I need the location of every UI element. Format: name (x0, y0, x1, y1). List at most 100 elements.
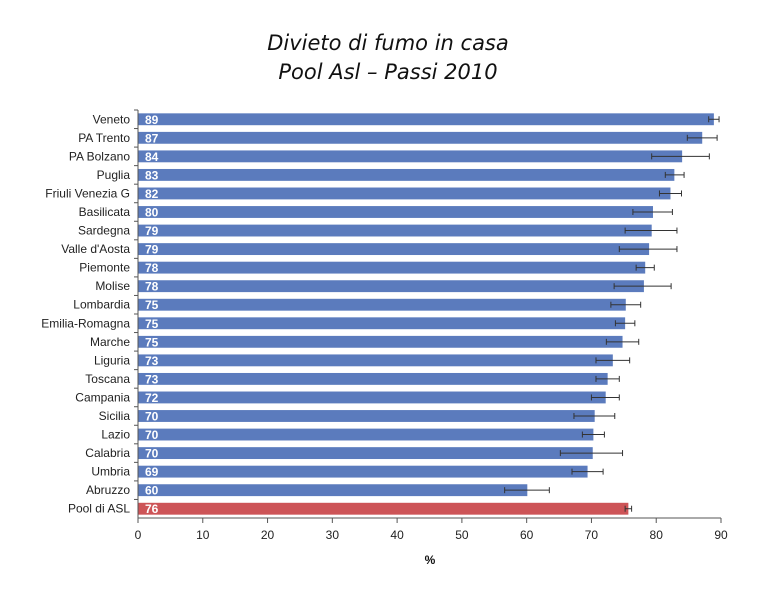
data-label-11: 75 (145, 317, 159, 331)
error-bar-17 (581, 431, 605, 438)
error-bar-14 (595, 375, 620, 382)
error-bar-15 (590, 394, 620, 401)
data-label-1: 87 (145, 131, 159, 145)
data-label-0: 89 (145, 113, 159, 127)
x-tick-label-3: 30 (326, 528, 340, 542)
category-label-5: Basilicata (79, 205, 131, 219)
x-tick-label-6: 60 (520, 528, 534, 542)
error-bar-8 (635, 264, 655, 271)
bar-15 (138, 391, 606, 404)
error-bar-6 (624, 227, 678, 234)
data-label-19: 69 (145, 465, 159, 479)
bars-group: 89 87 84 83 82 80 79 79 78 78 75 75 75 73 73 72 70 70 70 69… (138, 113, 714, 516)
error-bar-18 (559, 450, 624, 457)
data-label-2: 84 (145, 150, 159, 164)
bar-3 (138, 168, 675, 181)
x-tick-label-4: 40 (390, 528, 404, 542)
category-label-21: Pool di ASL (68, 502, 130, 516)
category-label-12: Marche (90, 335, 130, 349)
error-bar-21 (624, 505, 633, 512)
bar-4 (138, 187, 671, 200)
category-label-17: Lazio (101, 428, 130, 442)
error-bar-13 (595, 357, 631, 364)
data-label-12: 75 (145, 335, 159, 349)
category-label-20: Abruzzo (86, 483, 130, 497)
category-label-2: PA Bolzano (69, 149, 130, 163)
error-bar-0 (708, 116, 720, 123)
error-bar-2 (651, 153, 710, 160)
data-label-8: 78 (145, 261, 159, 275)
bar-10 (138, 298, 626, 311)
error-bar-12 (605, 338, 640, 345)
category-label-11: Emilia-Romagna (41, 316, 130, 330)
category-label-6: Sardegna (78, 224, 130, 238)
data-label-9: 78 (145, 280, 159, 294)
category-label-13: Liguria (94, 353, 130, 367)
error-bars-group (504, 116, 720, 512)
data-label-17: 70 (145, 428, 159, 442)
bar-17 (138, 428, 594, 441)
error-bar-4 (658, 190, 682, 197)
category-label-3: Puglia (97, 168, 131, 182)
category-label-16: Sicilia (99, 409, 131, 423)
data-label-21: 76 (145, 502, 159, 516)
x-tick-label-8: 80 (650, 528, 664, 542)
category-label-0: Veneto (93, 112, 131, 126)
error-bar-16 (573, 413, 616, 419)
data-label-18: 70 (145, 447, 159, 461)
bar-20 (138, 484, 528, 497)
error-bar-5 (632, 209, 673, 215)
error-bar-9 (613, 283, 672, 290)
bar-16 (138, 410, 595, 422)
error-bar-7 (618, 246, 678, 253)
bar-8 (138, 261, 646, 274)
data-label-3: 83 (145, 168, 159, 182)
error-bar-11 (614, 320, 636, 327)
x-tick-label-0: 0 (135, 528, 142, 542)
bar-12 (138, 335, 623, 348)
error-bar-1 (686, 134, 718, 141)
data-label-16: 70 (145, 410, 159, 424)
category-label-1: PA Trento (78, 131, 130, 145)
bar-19 (138, 465, 588, 478)
category-label-14: Toscana (85, 372, 130, 386)
category-label-7: Valle d'Aosta (61, 242, 130, 256)
data-label-13: 73 (145, 354, 159, 368)
x-tick-label-1: 10 (196, 528, 210, 542)
data-label-20: 60 (145, 484, 159, 498)
x-tick-label-9: 90 (714, 528, 728, 542)
bar-21 (138, 502, 629, 515)
error-bar-3 (664, 171, 685, 178)
bar-13 (138, 354, 613, 367)
bar-7 (138, 243, 650, 256)
bar-2 (138, 150, 683, 163)
error-bar-19 (571, 468, 604, 475)
bar-1 (138, 131, 703, 144)
category-label-8: Piemonte (79, 261, 130, 275)
category-label-18: Calabria (85, 446, 130, 460)
error-bar-10 (610, 301, 642, 308)
category-label-15: Campania (75, 390, 130, 404)
data-label-6: 79 (145, 224, 159, 238)
bar-9 (138, 280, 644, 293)
data-label-7: 79 (145, 243, 159, 257)
bar-0 (138, 113, 714, 126)
error-bar-20 (504, 487, 550, 494)
chart-title: Divieto di fumo in casa (267, 31, 509, 55)
chart-subtitle: Pool Asl – Passi 2010 (278, 60, 497, 84)
category-label-19: Umbria (91, 465, 130, 479)
category-label-9: Molise (95, 279, 130, 293)
bar-18 (138, 447, 593, 460)
axes-group: Veneto PA Trento PA Bolzano Puglia Friuli Ve… (41, 109, 728, 542)
data-label-4: 82 (145, 187, 159, 201)
bar-5 (138, 206, 653, 218)
data-label-14: 73 (145, 372, 159, 386)
data-label-10: 75 (145, 298, 159, 312)
bar-6 (138, 224, 652, 237)
bar-11 (138, 317, 626, 330)
category-label-4: Friuli Venezia G (45, 186, 130, 200)
x-tick-label-2: 20 (261, 528, 275, 542)
x-tick-label-7: 70 (585, 528, 599, 542)
data-label-5: 80 (145, 206, 159, 220)
